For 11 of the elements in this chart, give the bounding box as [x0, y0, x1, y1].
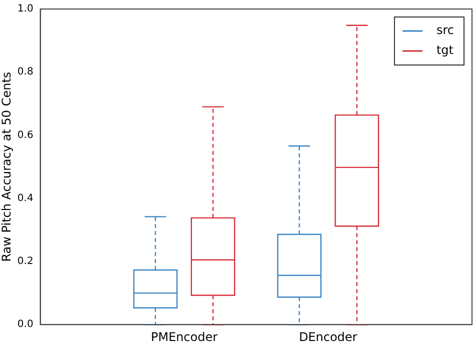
legend-label: src — [436, 23, 454, 38]
y-tick-label: 0.4 — [17, 192, 34, 204]
y-tick-label: 0.2 — [17, 256, 34, 268]
y-tick-label: 1.0 — [17, 4, 34, 15]
x-tick-label: PMEncoder — [150, 330, 218, 344]
legend-label: tgt — [436, 43, 454, 58]
y-tick-label: 0.0 — [17, 319, 34, 330]
y-tick-label: 0.6 — [17, 130, 34, 141]
x-tick-label: DEncoder — [298, 330, 358, 344]
y-tick-label: 0.8 — [17, 66, 34, 78]
y-axis-title: Raw Pitch Accuracy at 50 Cents — [0, 72, 14, 262]
